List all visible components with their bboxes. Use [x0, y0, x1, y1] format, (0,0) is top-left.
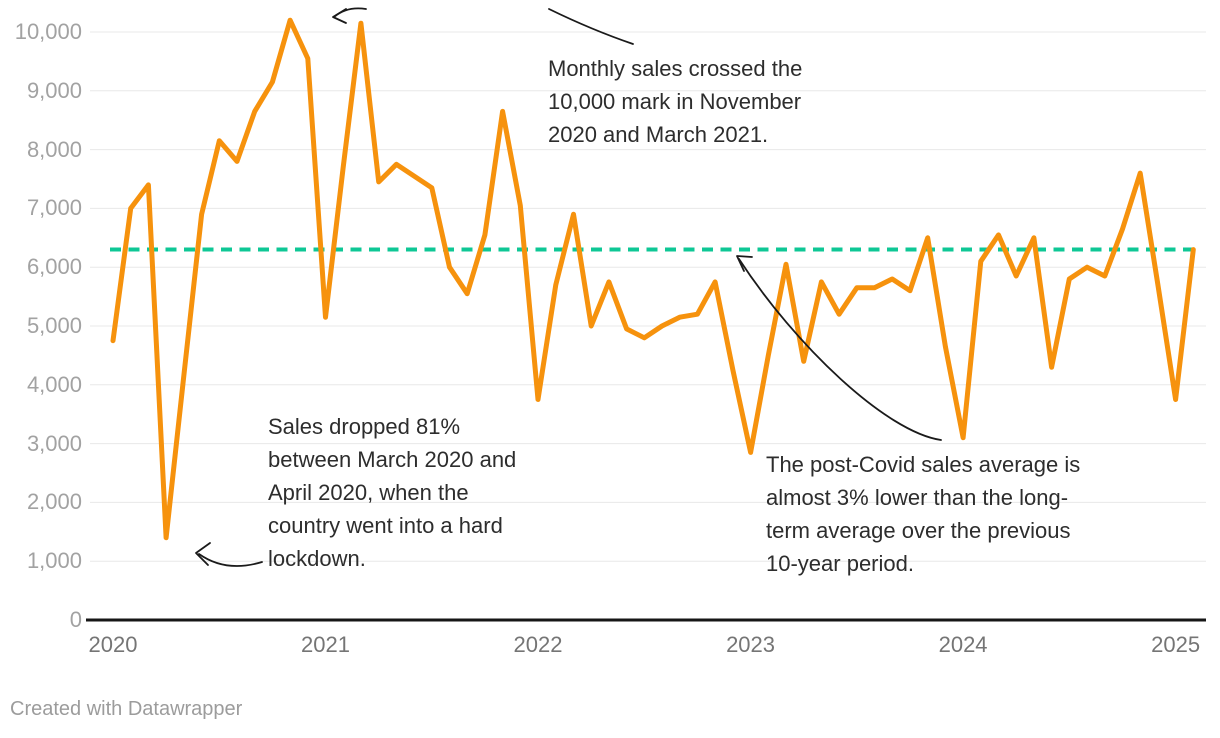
- lockdown-arrow-icon: [195, 542, 211, 566]
- average-arrow-icon: [736, 255, 753, 272]
- y-axis-label: 4,000: [26, 371, 82, 397]
- attribution-text: Created with Datawrapper: [10, 698, 243, 720]
- x-axis-label: 2021: [301, 632, 350, 657]
- annotation-peaks: Monthly sales crossed the 10,000 mark in…: [548, 56, 803, 147]
- annotation-lockdown: Sales dropped 81% between March 2020 and…: [268, 414, 517, 571]
- lockdown-arrow-icon: [198, 553, 263, 567]
- y-axis-label: 10,000: [14, 19, 82, 44]
- y-axis-label: 8,000: [26, 136, 82, 162]
- annotation-arrows: [195, 7, 942, 567]
- x-axis-label: 2025: [1151, 632, 1201, 657]
- y-gridlines: [90, 31, 1206, 562]
- y-axis-label: 6,000: [26, 254, 82, 280]
- peaks-arrow-icon: [332, 8, 347, 24]
- x-axis-label: 2023: [726, 632, 776, 657]
- y-axis-label: 1,000: [26, 548, 82, 574]
- peaks-connector-line: [548, 8, 634, 45]
- y-axis-label: 9,000: [26, 77, 82, 103]
- y-axis-label: 3,000: [26, 430, 82, 456]
- y-axis-label: 2,000: [26, 489, 82, 515]
- x-axis-label: 2024: [938, 632, 988, 657]
- y-axis-label: 5,000: [26, 313, 82, 338]
- annotation-average: The post-Covid sales average is almost 3…: [766, 452, 1081, 576]
- sales-line-series: [110, 17, 1196, 541]
- x-axis-label: 2022: [513, 632, 563, 657]
- average-arrow-icon: [738, 258, 942, 441]
- x-axis-label: 2020: [88, 632, 138, 657]
- y-axis-label: 7,000: [26, 195, 82, 221]
- y-axis-label: 0: [69, 607, 82, 632]
